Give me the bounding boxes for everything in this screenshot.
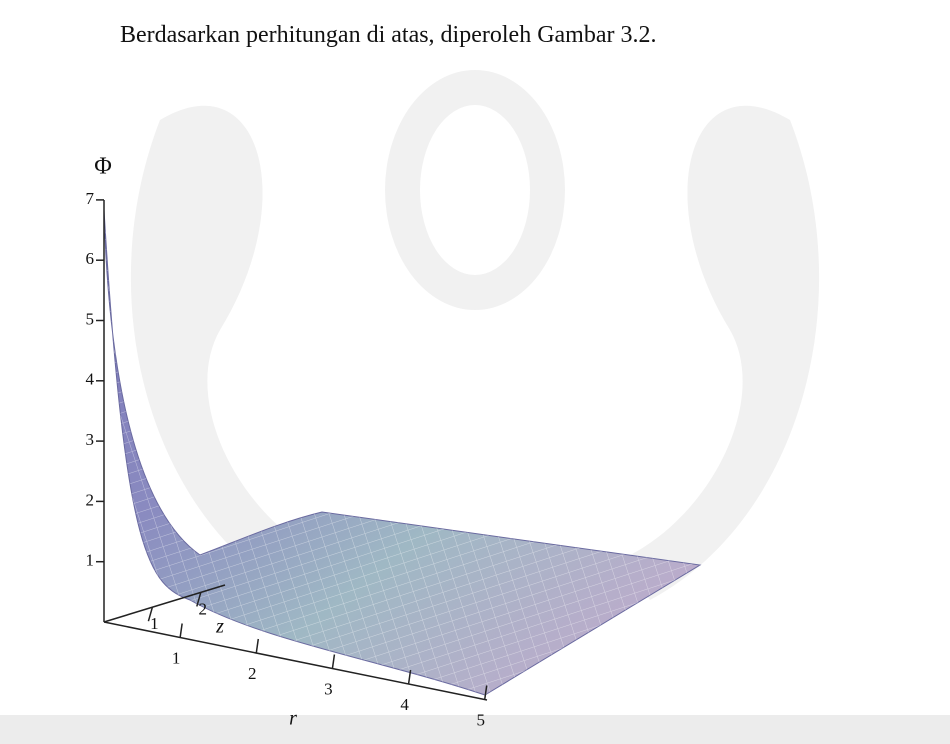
phi-tick-label: 3 bbox=[86, 430, 95, 449]
r-tick bbox=[180, 624, 182, 638]
page: {"body": {"sentence": "Berdasarkan perhi… bbox=[0, 0, 950, 744]
z-tick-label: 2 bbox=[199, 599, 208, 618]
phi-tick-label: 7 bbox=[86, 189, 95, 208]
r-tick-label: 3 bbox=[324, 679, 333, 698]
phi-tick-label: 1 bbox=[86, 551, 95, 570]
phi-tick-label: 5 bbox=[86, 309, 95, 328]
z-axis-label: z bbox=[215, 616, 224, 638]
phi-tick-label: 2 bbox=[86, 490, 95, 509]
body-text: Berdasarkan perhitungan di atas, diperol… bbox=[120, 22, 656, 49]
r-tick-label: 2 bbox=[248, 664, 257, 683]
figure: Φ z r 1 2 3 4 5 6 7 1 2 3 4 5 1 2 bbox=[0, 0, 950, 744]
z-tick-label: 1 bbox=[150, 614, 159, 633]
r-tick-label: 5 bbox=[476, 710, 485, 729]
phi-tick-label: 4 bbox=[86, 370, 95, 389]
r-tick bbox=[332, 655, 334, 669]
r-tick-label: 4 bbox=[400, 695, 409, 714]
r-tick bbox=[256, 639, 258, 653]
r-tick-label: 1 bbox=[172, 648, 181, 667]
phi-axis-label: Φ bbox=[94, 154, 112, 180]
r-axis-label: r bbox=[289, 708, 297, 730]
phi-tick-label: 6 bbox=[86, 249, 95, 268]
